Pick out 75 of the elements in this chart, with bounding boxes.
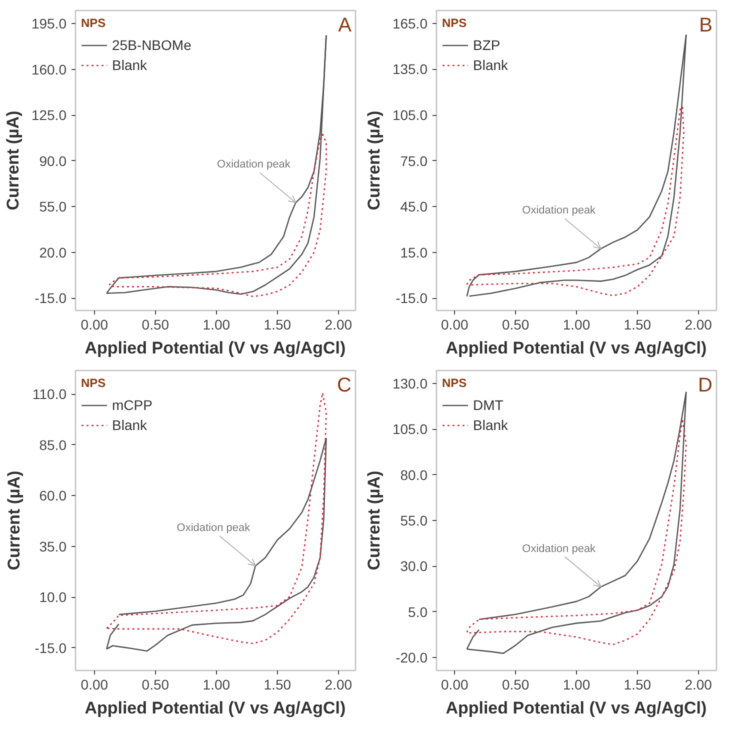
x-tick-label: 1.50 [264, 676, 292, 692]
legend-title: NPS [442, 16, 468, 30]
x-tick-label: 2.00 [324, 316, 352, 332]
y-tick-label: 35.0 [39, 538, 67, 554]
legend-title: NPS [81, 376, 107, 390]
x-tick-label: 2.00 [324, 676, 352, 692]
legend-title: NPS [442, 376, 468, 390]
annotation: D [698, 374, 713, 396]
legend-label: mCPP [112, 397, 152, 413]
y-tick-label: 130.0 [392, 375, 428, 392]
y-tick-label: -15.0 [396, 290, 428, 306]
y-tick-label: 85.0 [39, 436, 67, 453]
x-tick-label: 1.50 [264, 316, 292, 332]
y-axis-title: Current (µA) [364, 470, 384, 570]
y-tick-label: 10.0 [39, 589, 67, 606]
y-tick-label: 105.0 [392, 107, 428, 124]
y-tick-label: 45.0 [400, 198, 428, 215]
x-tick-label: 1.50 [624, 676, 652, 692]
x-tick-label: 0.00 [80, 676, 108, 692]
y-axis-title: Current (µA) [4, 470, 24, 570]
y-tick-label: 135.0 [392, 61, 428, 78]
y-axis-title: Current (µA) [3, 110, 22, 210]
x-tick-label: 1.00 [562, 316, 590, 332]
annotation: Oxidation peak [522, 542, 596, 555]
x-axis-title: Applied Potential (V vs Ag/AgCl) [446, 698, 707, 718]
x-tick-label: 0.00 [80, 316, 108, 332]
y-tick-label: 75.0 [400, 152, 428, 169]
y-tick-label: 20.0 [39, 244, 67, 260]
y-tick-label: 15.0 [400, 244, 428, 260]
y-tick-label: 165.0 [392, 15, 428, 32]
annotation: C [337, 374, 352, 396]
legend-label: Blank [473, 417, 508, 433]
legend-label: BZP [473, 37, 500, 53]
x-axis-title: Applied Potential (V vs Ag/AgCl) [84, 338, 346, 358]
y-tick-label: 110.0 [32, 386, 67, 402]
legend-label: Blank [112, 57, 148, 73]
y-tick-label: 80.0 [400, 466, 428, 483]
x-tick-label: 2.00 [684, 676, 712, 692]
y-tick-label: -20.0 [396, 650, 428, 666]
legend-label: Blank [112, 417, 148, 433]
x-tick-label: 1.00 [202, 316, 230, 332]
y-tick-label: -15.0 [34, 290, 67, 306]
x-tick-label: 0.50 [502, 676, 530, 692]
legend-label: 25B-NBOMe [112, 37, 192, 53]
x-tick-label: 0.50 [502, 316, 530, 332]
legend-label: Blank [473, 57, 508, 73]
annotation: Oxidation peak [522, 204, 596, 217]
legend-title: NPS [81, 16, 107, 30]
annotation: Oxidation peak [176, 522, 251, 534]
y-tick-label: 60.0 [39, 488, 67, 504]
x-tick-label: 0.00 [441, 676, 468, 692]
y-tick-label: 160.0 [31, 61, 67, 78]
y-tick-label: 105.0 [392, 421, 428, 438]
x-tick-label: 1.50 [624, 316, 652, 332]
y-axis-title: Current (µA) [364, 110, 384, 210]
x-tick-label: 1.00 [202, 676, 230, 692]
y-tick-label: 55.0 [400, 512, 428, 528]
y-tick-label: -15.0 [34, 640, 67, 656]
annotation: A [338, 14, 352, 36]
x-tick-label: 2.00 [684, 316, 712, 332]
x-axis-title: Applied Potential (V vs Ag/AgCl) [446, 338, 707, 358]
annotation: Oxidation peak [217, 158, 291, 171]
y-tick-label: 125.0 [31, 107, 67, 124]
y-tick-label: 55.0 [39, 198, 67, 215]
annotation: B [699, 14, 713, 36]
y-tick-label: 5.0 [408, 604, 428, 620]
y-tick-label: 90.0 [39, 152, 67, 169]
x-tick-label: 0.00 [441, 316, 468, 332]
x-tick-label: 0.50 [142, 316, 170, 332]
x-axis-title: Applied Potential (V vs Ag/AgCl) [84, 698, 346, 718]
x-tick-label: 0.50 [142, 676, 170, 692]
y-tick-label: 195.0 [31, 16, 67, 32]
y-tick-label: 30.0 [400, 558, 428, 574]
legend-label: DMT [473, 397, 504, 413]
x-tick-label: 1.00 [562, 676, 590, 692]
